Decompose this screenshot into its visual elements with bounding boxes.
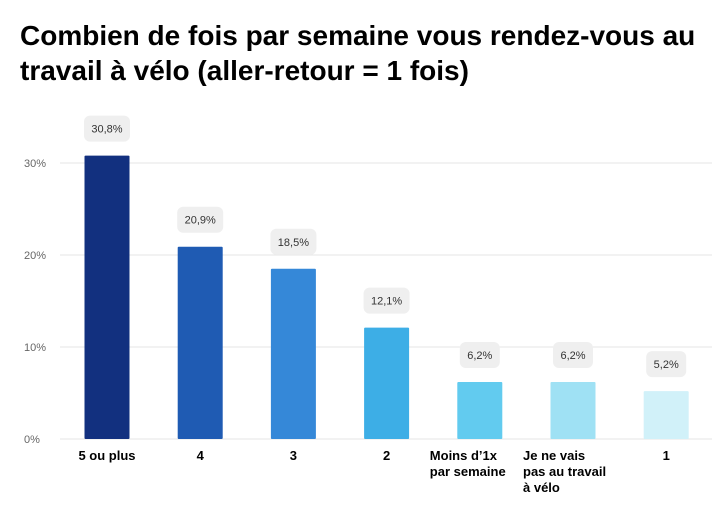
bar bbox=[364, 327, 410, 439]
x-tick-label: 2 bbox=[383, 448, 390, 463]
bar bbox=[270, 268, 316, 439]
x-tick-label: Moins d’1x par semaine bbox=[430, 448, 506, 479]
data-label-bg bbox=[84, 115, 130, 142]
data-label-bg bbox=[177, 206, 224, 233]
bar bbox=[84, 155, 130, 439]
data-label: 20,9% bbox=[185, 215, 216, 227]
bar bbox=[643, 391, 689, 439]
bars bbox=[84, 155, 689, 439]
y-tick-label: 10% bbox=[24, 342, 46, 354]
bar bbox=[550, 381, 596, 439]
data-label-bg bbox=[646, 351, 687, 378]
y-tick-label: 20% bbox=[24, 250, 46, 262]
x-axis-ticks: 5 ou plus 4 3 2 Moins d’1x par semaine Je ne v… bbox=[78, 448, 669, 495]
y-tick-label: 30% bbox=[24, 158, 46, 170]
data-labels: 30,8% 20,9% 18,5% 12,1% 6,2% 6,2% 5,2% bbox=[84, 115, 687, 378]
data-label: 30,8% bbox=[91, 124, 122, 136]
data-label-bg bbox=[459, 341, 500, 368]
x-tick-label: 4 bbox=[197, 448, 205, 463]
x-tick-label: 5 ou plus bbox=[78, 448, 135, 463]
data-label-bg bbox=[270, 228, 317, 255]
y-tick-label: 0% bbox=[24, 434, 40, 446]
data-label: 18,5% bbox=[278, 237, 309, 249]
data-label: 5,2% bbox=[654, 359, 679, 371]
data-label-bg bbox=[363, 287, 410, 314]
data-label-bg bbox=[553, 341, 593, 368]
data-label: 6,2% bbox=[467, 350, 492, 362]
x-tick-label: Je ne vais pas au travail à vélo bbox=[523, 448, 606, 495]
bar bbox=[177, 246, 223, 439]
x-tick-label: 1 bbox=[663, 448, 670, 463]
chart-title: Combien de fois par semaine vous rendez-… bbox=[20, 20, 696, 86]
data-label: 12,1% bbox=[371, 296, 402, 308]
y-axis-ticks: 0% 10% 20% 30% bbox=[24, 158, 46, 446]
x-tick-label: 3 bbox=[290, 448, 297, 463]
data-label: 6,2% bbox=[560, 350, 585, 362]
bar bbox=[457, 381, 503, 439]
